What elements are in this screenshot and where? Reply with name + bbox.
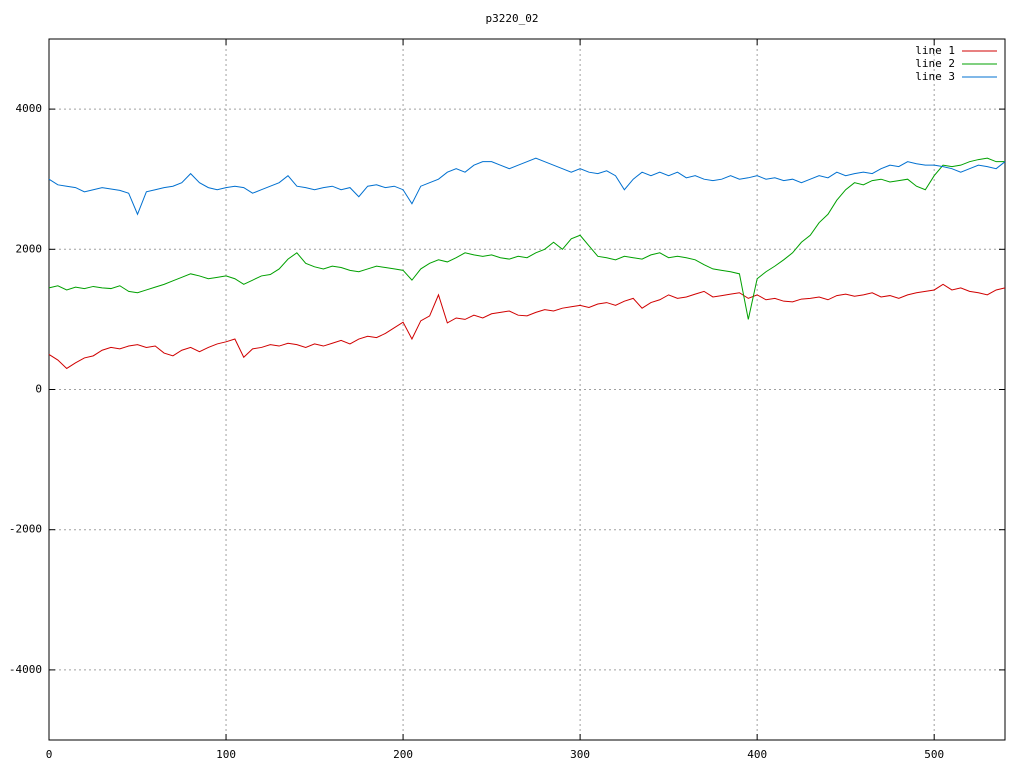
x-tick-label: 400 [747,748,767,761]
x-tick-label: 200 [393,748,413,761]
legend-label: line 2 [915,57,955,70]
legend-label: line 1 [915,44,955,57]
plot-border [48,38,1006,741]
x-tick-label: 0 [46,748,53,761]
series-line [48,157,1006,216]
y-tick-label: 0 [35,383,42,396]
y-tick-label: 4000 [16,102,43,115]
y-tick-label: 2000 [16,242,43,255]
legend-label: line 3 [915,70,955,83]
y-tick-label: -2000 [9,523,42,536]
series-line [48,157,1005,320]
chart-title: p3220_02 [486,12,539,25]
series-line [48,283,1006,370]
x-tick-label: 500 [924,748,944,761]
x-tick-label: 100 [216,748,236,761]
x-tick-label: 300 [570,748,590,761]
y-tick-label: -4000 [9,663,42,676]
